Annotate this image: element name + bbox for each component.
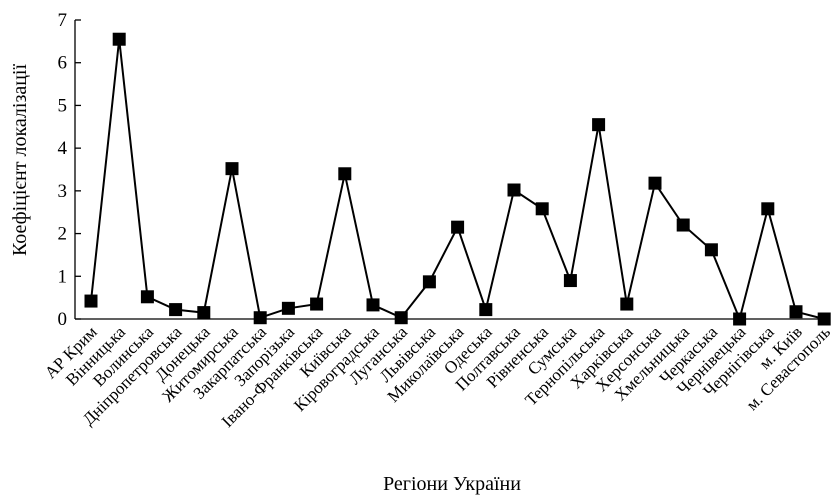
data-points [84,32,831,326]
y-tick-label: 1 [58,266,68,287]
data-point [451,220,465,234]
data-point [563,274,577,288]
y-axis-ticks: 0 1 2 3 4 5 6 7 [58,10,81,330]
data-point [394,311,408,325]
y-tick-label: 2 [58,224,68,245]
data-point [479,303,493,317]
data-point [704,243,718,257]
data-point [733,312,747,326]
data-point [281,301,295,315]
x-axis-title: Регіони України [383,473,521,495]
data-point [507,183,521,197]
data-point [84,294,98,308]
data-point [197,306,211,320]
data-point [253,311,267,325]
data-point [676,218,690,232]
category-labels: АР КримВінницькаВолинськаДніпропетровськ… [41,322,834,431]
data-point [817,312,831,326]
data-point [366,298,380,312]
y-tick-label: 3 [58,181,68,202]
y-axis-title: Коефіцієнт локалізації [9,64,31,257]
data-point [620,297,634,311]
data-point [761,202,775,216]
data-point [169,303,183,317]
y-tick-label: 5 [58,95,68,116]
y-tick-label: 4 [58,138,68,159]
data-point [112,32,126,46]
y-tick-label: 6 [58,53,68,74]
data-point [789,305,803,319]
data-point [535,202,549,216]
y-tick-label: 0 [58,309,68,330]
series-line [90,39,825,323]
data-point [422,275,436,289]
data-point [310,297,324,311]
data-point [592,118,606,132]
data-point [648,176,662,190]
data-point [140,290,154,304]
data-point [225,162,239,176]
data-point [338,167,352,181]
y-tick-label: 7 [58,10,68,31]
